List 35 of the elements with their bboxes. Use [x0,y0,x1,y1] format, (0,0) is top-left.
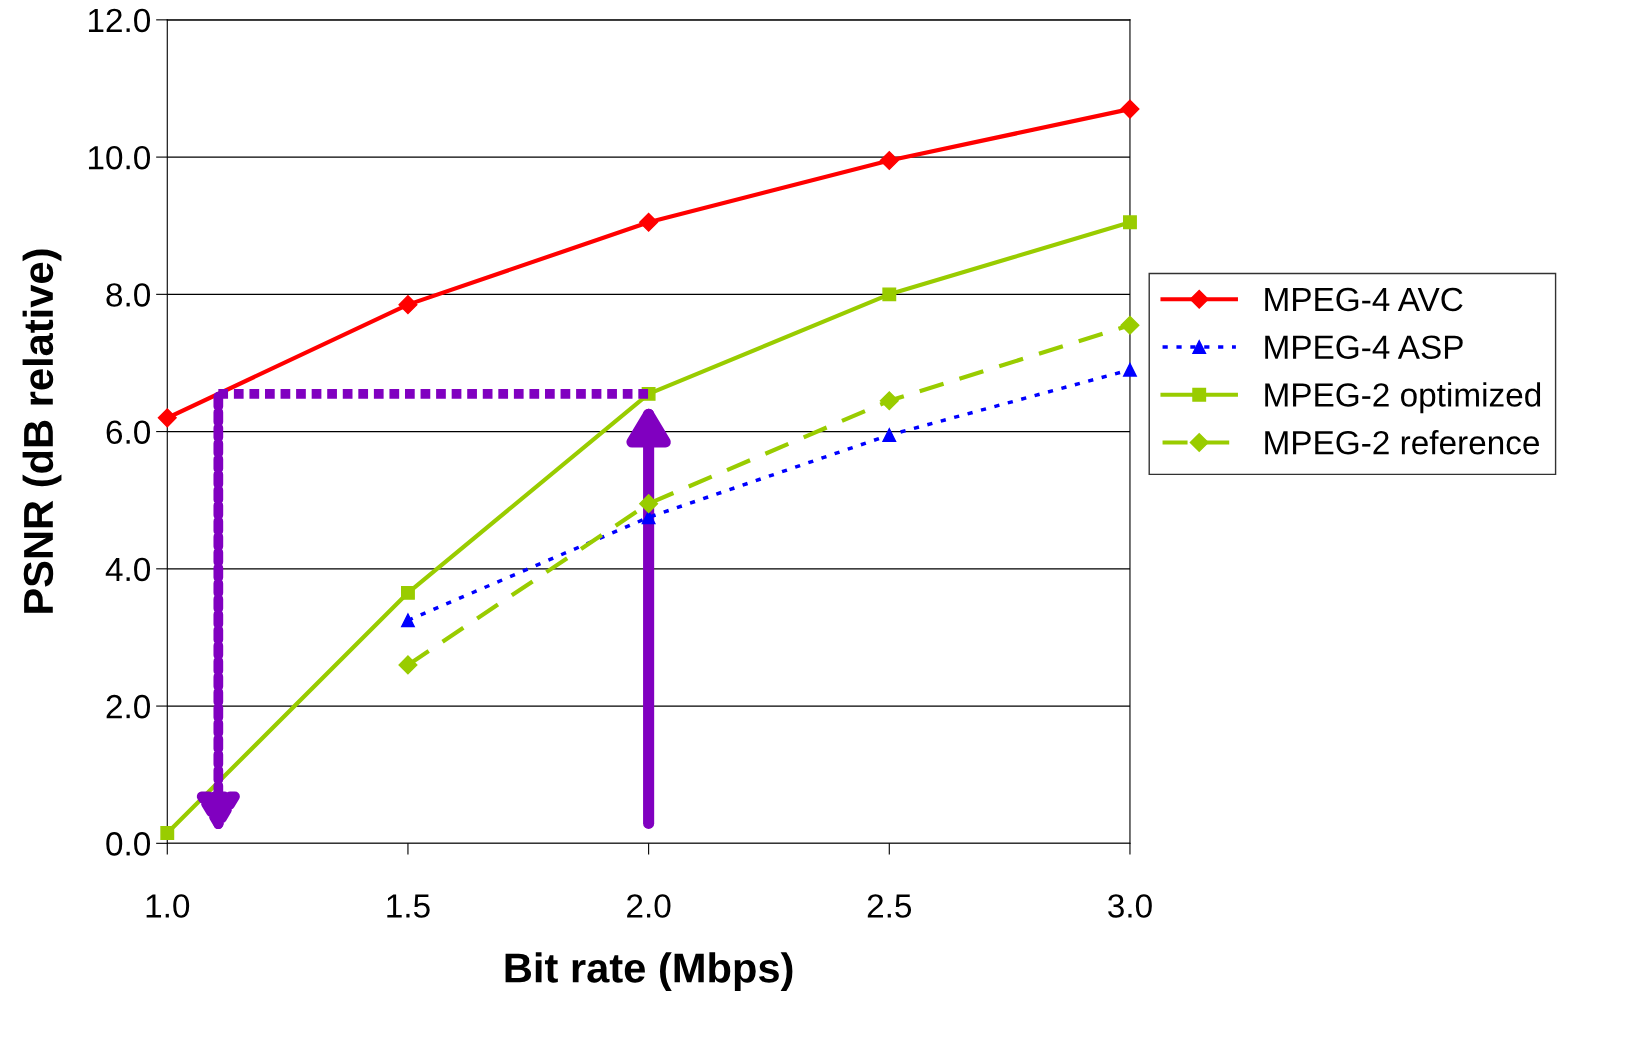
y-tick-label: 12.0 [88,8,151,33]
y-tick-label: 8.0 [106,283,151,307]
x-tick-label: 3.0 [1108,894,1152,918]
point [1123,215,1137,230]
point [401,585,415,600]
legend-label: MPEG-4 ASP [1265,335,1463,360]
x-tick-label: 1.5 [387,894,430,918]
x-axis-title: Bit rate (Mbps) [505,952,793,992]
point [1120,315,1140,335]
point [160,826,175,840]
point [398,295,418,315]
point [157,408,177,428]
point [879,391,899,411]
point [882,287,897,302]
point [639,494,659,514]
y-tick-label: 10.0 [88,145,151,170]
y-tick-label: 0.0 [106,832,151,856]
legend-label: MPEG-2 optimized [1265,382,1541,414]
point [879,150,899,171]
x-tick-label: 2.0 [627,894,671,918]
x-tick-label: 1.0 [146,894,190,918]
y-axis-title: PSNR (dB relative) [22,249,62,613]
point [401,613,415,628]
point [1123,362,1137,377]
point [1120,99,1140,119]
y-tick-label: 6.0 [106,420,151,444]
legend-label: MPEG-4 AVC [1265,287,1463,312]
y-tick-label: 2.0 [106,694,151,719]
legend-label: MPEG-2 reference [1265,430,1539,455]
point [882,428,897,442]
y-tick-label: 4.0 [105,557,151,582]
point [641,510,656,525]
point [398,655,418,675]
point [639,212,659,232]
x-tick-label: 2.5 [867,894,912,918]
